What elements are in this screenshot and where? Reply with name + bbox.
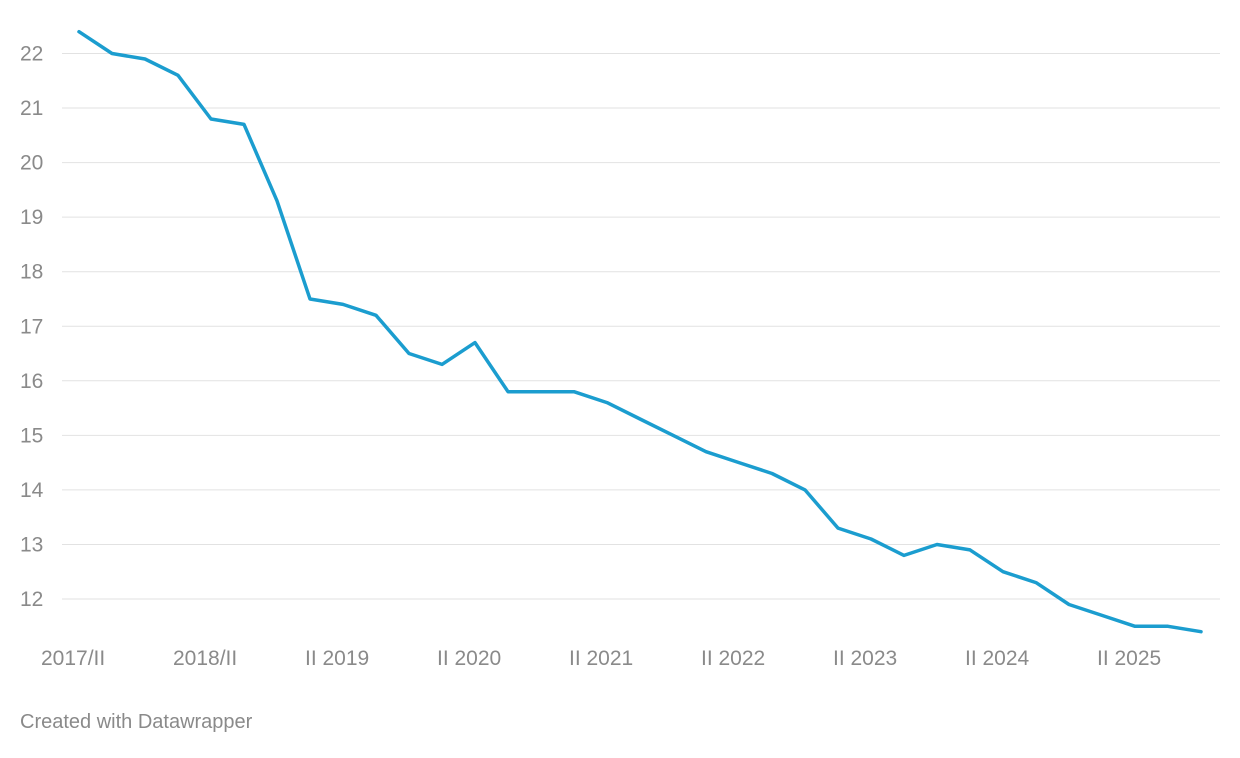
y-tick-label: 16 (20, 370, 43, 393)
data-point (1166, 624, 1170, 628)
x-tick-label: II 2019 (305, 647, 369, 670)
x-tick-label: II 2021 (569, 647, 633, 670)
data-point (473, 341, 477, 345)
data-point (341, 302, 345, 306)
y-tick-label: 22 (20, 43, 43, 66)
data-point (1100, 613, 1104, 617)
data-point (374, 313, 378, 317)
data-point (605, 401, 609, 405)
data-point (539, 390, 543, 394)
x-tick-label: 2017/II (41, 647, 105, 670)
data-point (143, 57, 147, 61)
y-tick-label: 12 (20, 588, 43, 611)
data-point (1199, 630, 1203, 634)
data-point (836, 526, 840, 530)
data-point (308, 297, 312, 301)
data-point (704, 450, 708, 454)
data-point (275, 199, 279, 203)
y-tick-label: 17 (20, 315, 43, 338)
data-point (869, 537, 873, 541)
y-tick-label: 20 (20, 152, 43, 175)
data-point (176, 73, 180, 77)
data-point (110, 52, 114, 56)
data-point (572, 390, 576, 394)
chart-credit: Created with Datawrapper (20, 711, 253, 733)
data-point (1001, 570, 1005, 574)
data-point (440, 362, 444, 366)
data-point (770, 472, 774, 476)
line-chart: 12 13 14 15 16 17 18 19 20 21 22 2017/II 2018/II II … (20, 29, 1220, 670)
data-point (902, 553, 906, 557)
y-tick-label: 18 (20, 261, 43, 284)
data-point (1034, 581, 1038, 585)
x-tick-label: 2018/II (173, 647, 237, 670)
data-point (407, 352, 411, 356)
data-point (803, 488, 807, 492)
data-point (1067, 603, 1071, 607)
x-axis: 2017/II 2018/II II 2019 II 2020 II 2021 II 20… (41, 647, 1161, 670)
x-tick-label: II 2024 (965, 647, 1030, 670)
y-tick-label: 19 (20, 206, 43, 229)
y-tick-label: 13 (20, 533, 43, 556)
series-line-0 (77, 29, 1203, 634)
data-point (506, 390, 510, 394)
x-tick-label: II 2023 (833, 647, 897, 670)
data-point (935, 543, 939, 547)
data-point (638, 417, 642, 421)
data-point (242, 122, 246, 126)
gridlines (62, 53, 1220, 600)
x-tick-label: II 2025 (1097, 647, 1161, 670)
data-point (737, 461, 741, 465)
data-point (209, 117, 213, 121)
data-point (1133, 624, 1137, 628)
data-point (671, 433, 675, 437)
data-point (968, 548, 972, 552)
x-tick-label: II 2022 (701, 647, 765, 670)
y-tick-label: 21 (20, 97, 43, 120)
y-tick-label: 15 (20, 424, 43, 447)
data-point (77, 30, 81, 34)
x-tick-label: II 2020 (437, 647, 501, 670)
y-axis: 12 13 14 15 16 17 18 19 20 21 22 (20, 43, 44, 612)
y-tick-label: 14 (20, 479, 44, 502)
series-layer (77, 29, 1203, 634)
